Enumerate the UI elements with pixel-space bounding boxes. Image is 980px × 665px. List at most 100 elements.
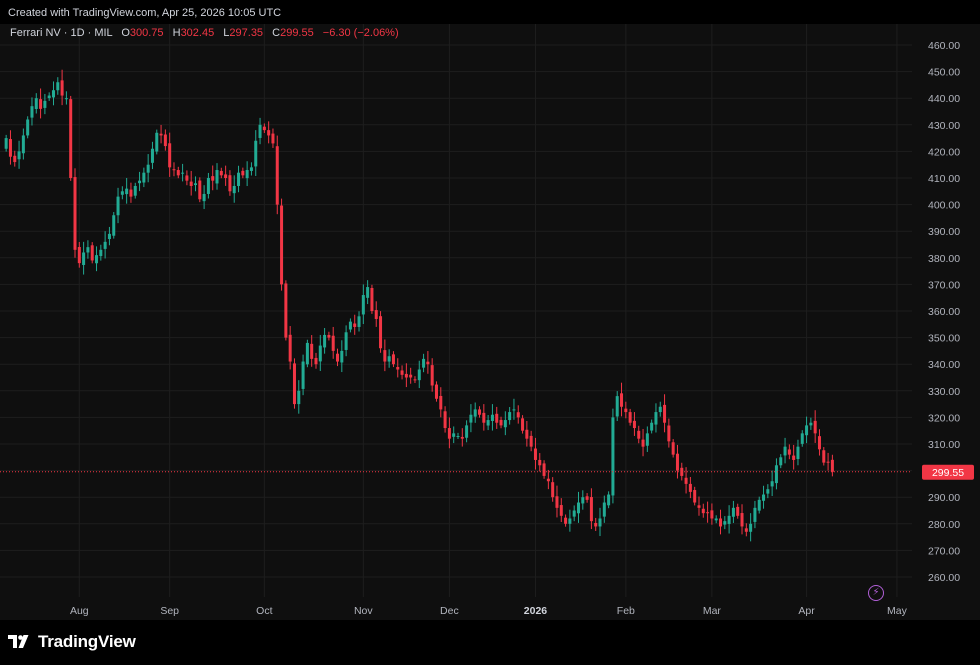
candle-body [718, 518, 723, 527]
candle-body [710, 510, 714, 519]
candle-body [146, 164, 150, 173]
candle-body [460, 436, 464, 439]
candle-body [555, 496, 559, 508]
candle-body [193, 183, 198, 186]
candle-body [163, 134, 167, 147]
candle-body [521, 418, 525, 431]
candle-body [430, 365, 434, 386]
candle-body [714, 518, 718, 521]
x-tick-label: Oct [256, 605, 272, 617]
candle-body [17, 151, 21, 160]
candle-body [280, 205, 284, 285]
candle-body [697, 505, 701, 508]
candle-body [568, 518, 572, 524]
candle-body [374, 310, 378, 319]
candle-body [21, 135, 25, 154]
candle-body [241, 170, 245, 176]
y-tick-label: 420.00 [928, 146, 960, 158]
candle-body [30, 106, 34, 118]
candle-body [564, 517, 568, 524]
candle-body [387, 356, 391, 362]
candle-body [361, 295, 365, 315]
candle-body [607, 494, 611, 506]
candle-body [654, 412, 658, 425]
y-tick-label: 290.00 [928, 492, 960, 504]
candle-body [219, 170, 223, 176]
candle-body [805, 425, 809, 436]
candle-body [254, 140, 258, 167]
symbol-legend: Ferrari NV · 1D · MIL O300.75 H302.45 L2… [10, 27, 399, 39]
candle-body [645, 433, 649, 446]
y-tick-label: 360.00 [928, 306, 960, 318]
candle-body [434, 384, 438, 399]
y-tick-label: 450.00 [928, 67, 960, 79]
candle-body [327, 334, 331, 338]
candle-body [766, 489, 770, 494]
candle-body [572, 510, 576, 517]
candle-body [56, 82, 60, 91]
candle-body [671, 442, 675, 455]
candle-body [749, 523, 753, 532]
y-tick-label: 380.00 [928, 253, 960, 265]
candle-body [112, 215, 116, 236]
candle-body [211, 176, 215, 181]
y-tick-label: 310.00 [928, 439, 960, 451]
candle-body [787, 449, 791, 455]
candle-body [391, 354, 395, 365]
candle-body [189, 181, 193, 186]
candle-body [516, 412, 520, 418]
candle-body [594, 523, 598, 527]
candle-body [602, 502, 606, 517]
candle-body [142, 172, 146, 183]
candle-body [224, 174, 228, 178]
candle-body [159, 133, 163, 136]
y-tick-label: 390.00 [928, 226, 960, 238]
candle-body [688, 483, 692, 492]
candle-body [133, 185, 137, 196]
price-axis-background [912, 24, 980, 597]
candle-body [663, 404, 667, 423]
candle-body [413, 379, 417, 381]
candle-body [598, 518, 602, 527]
candle-body [383, 350, 387, 362]
candle-body [744, 528, 748, 532]
candle-body [478, 409, 482, 415]
y-tick-label: 320.00 [928, 412, 960, 424]
candle-body [245, 170, 249, 179]
candle-body [357, 316, 361, 327]
candle-body [490, 414, 494, 421]
y-tick-label: 440.00 [928, 93, 960, 105]
candle-body [99, 249, 103, 257]
tradingview-logo[interactable]: TradingView [8, 632, 136, 652]
candle-body [172, 169, 176, 171]
candle-body [503, 420, 507, 428]
candle-body [318, 345, 322, 362]
candle-body [47, 95, 51, 99]
x-tick-label: Feb [617, 605, 635, 617]
y-tick-label: 400.00 [928, 200, 960, 212]
candle-body [125, 188, 129, 195]
candle-body [731, 507, 735, 517]
candle-body [370, 287, 374, 311]
candle-body [469, 414, 473, 423]
x-tick-label: Dec [440, 605, 459, 617]
candle-body [336, 353, 340, 362]
candle-body [809, 422, 813, 426]
x-tick-label: Mar [703, 605, 722, 617]
candle-body [237, 172, 241, 186]
candle-body [650, 422, 654, 431]
candle-body [73, 177, 77, 250]
candle-body [185, 175, 189, 181]
candle-body [232, 185, 236, 194]
flash-icon[interactable]: ⚡ [868, 585, 884, 601]
change-value: −6.30 (−2.06%) [322, 27, 399, 39]
candle-body [258, 124, 262, 138]
x-tick-label: Apr [798, 605, 815, 617]
candle-body [624, 408, 628, 413]
candle-body [43, 100, 47, 108]
candle-body [456, 436, 460, 438]
candle-body [206, 178, 210, 194]
x-tick-label: Sep [160, 605, 179, 617]
candle-body [103, 241, 107, 249]
price-chart[interactable]: 260.00270.00280.00290.00300.00310.00320.… [0, 0, 980, 620]
